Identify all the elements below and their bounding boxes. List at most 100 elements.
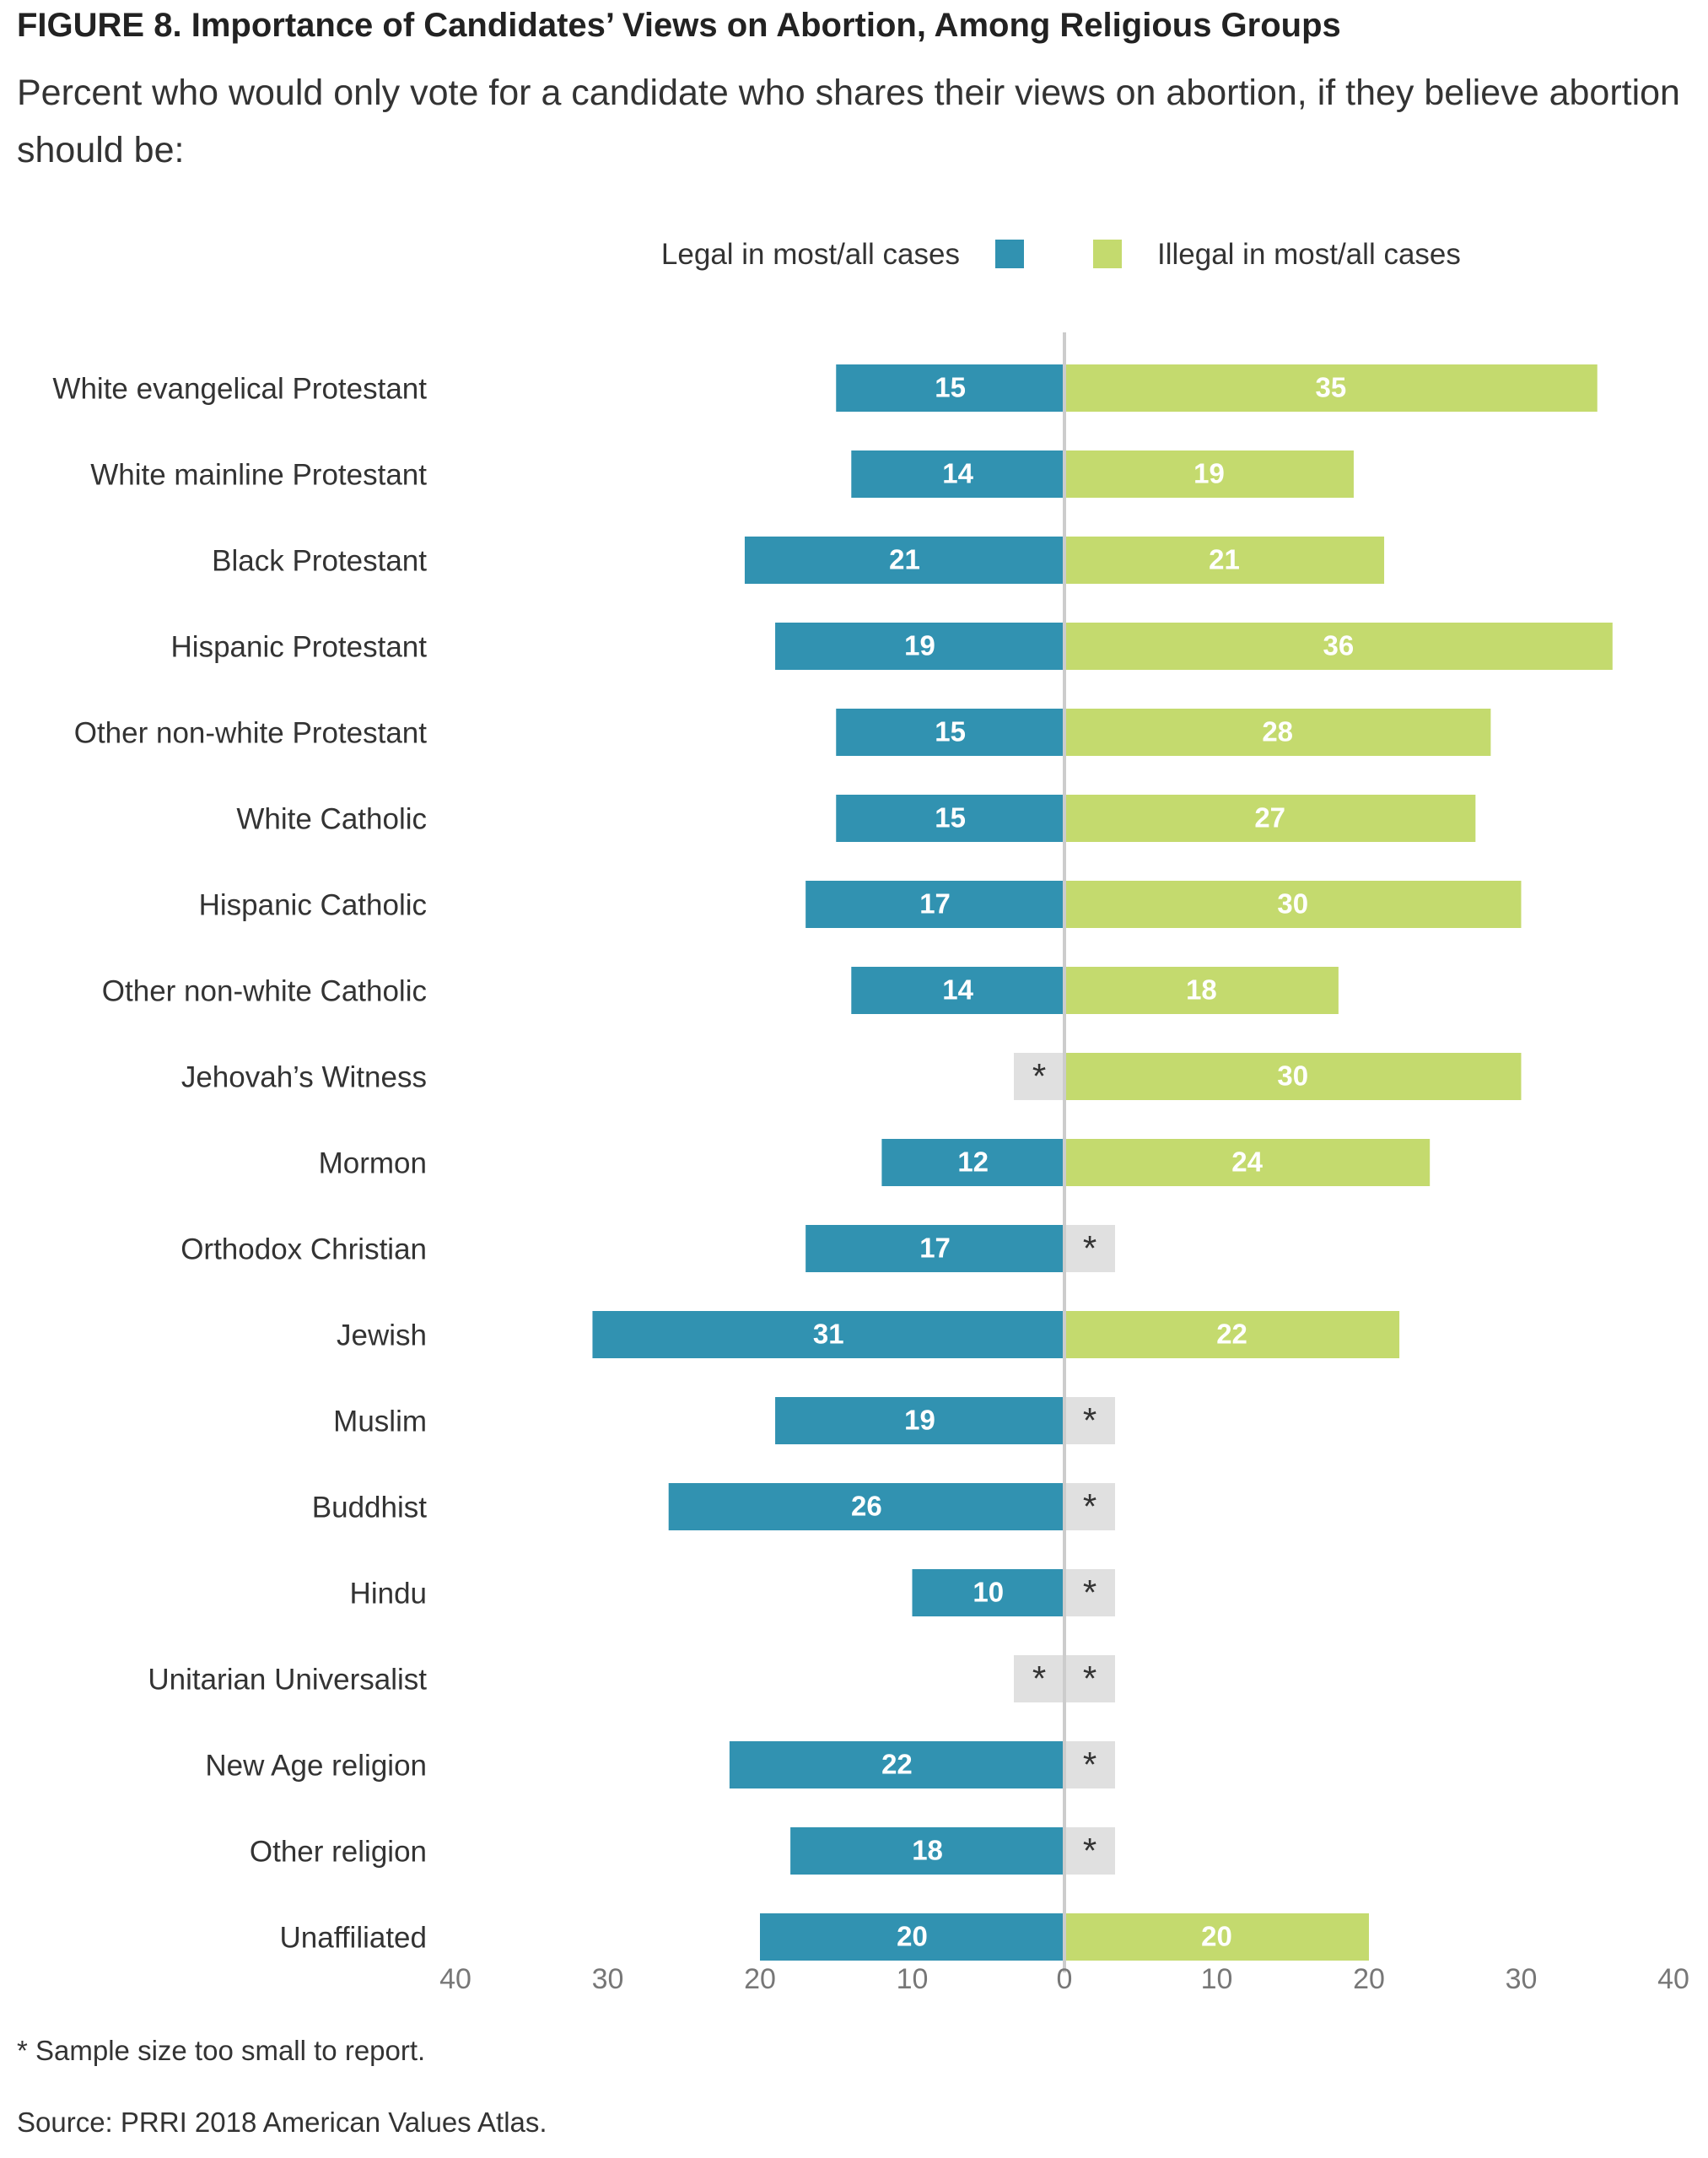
suppressed-marker-illegal bbox=[1064, 1225, 1115, 1272]
bar-legal bbox=[851, 450, 1064, 498]
bar-illegal bbox=[1064, 364, 1598, 412]
x-tick-label: 40 bbox=[439, 1963, 471, 1995]
bar-illegal bbox=[1064, 709, 1491, 756]
suppressed-marker-illegal bbox=[1064, 1569, 1115, 1616]
data-label-legal: 14 bbox=[942, 974, 973, 1006]
category-label: Buddhist bbox=[312, 1491, 427, 1524]
suppressed-marker-illegal bbox=[1064, 1483, 1115, 1530]
bar-legal bbox=[668, 1483, 1064, 1530]
suppressed-label: * bbox=[1032, 1056, 1046, 1096]
data-label-illegal: 35 bbox=[1316, 372, 1347, 403]
data-label-legal: 14 bbox=[942, 458, 973, 489]
x-tick-label: 20 bbox=[1353, 1963, 1385, 1995]
bar-illegal bbox=[1064, 450, 1354, 498]
bar-illegal bbox=[1064, 1053, 1522, 1100]
bar-legal bbox=[836, 364, 1064, 412]
data-label-legal: 17 bbox=[919, 1233, 951, 1264]
bar-illegal bbox=[1064, 1913, 1369, 1961]
suppressed-marker-illegal bbox=[1064, 1827, 1115, 1875]
x-tick-label: 30 bbox=[592, 1963, 624, 1995]
bar-legal bbox=[806, 881, 1064, 928]
category-label: Jewish bbox=[337, 1319, 427, 1351]
figure-title: FIGURE 8. Importance of Candidates’ View… bbox=[17, 7, 1341, 44]
bar-legal bbox=[744, 537, 1064, 584]
data-label-illegal: 22 bbox=[1216, 1319, 1247, 1350]
data-label-legal: 21 bbox=[889, 544, 920, 575]
category-label: Unaffiliated bbox=[280, 1921, 427, 1954]
suppressed-marker-illegal bbox=[1064, 1741, 1115, 1788]
bar-illegal bbox=[1064, 881, 1522, 928]
data-label-legal: 19 bbox=[904, 630, 935, 661]
category-label: Unitarian Universalist bbox=[148, 1663, 427, 1696]
suppressed-marker-legal bbox=[1014, 1655, 1064, 1702]
legend-swatch-legal bbox=[995, 240, 1024, 268]
category-label: Orthodox Christian bbox=[180, 1233, 427, 1265]
suppressed-label: * bbox=[1083, 1400, 1096, 1440]
suppressed-label: * bbox=[1083, 1228, 1096, 1268]
suppressed-label: * bbox=[1083, 1573, 1096, 1612]
bar-legal bbox=[592, 1311, 1064, 1358]
category-label: Hindu bbox=[350, 1577, 427, 1610]
legend-label-illegal: Illegal in most/all cases bbox=[1157, 238, 1461, 271]
data-label-legal: 18 bbox=[912, 1835, 943, 1866]
x-tick-label: 0 bbox=[1057, 1963, 1073, 1995]
category-label: Jehovah’s Witness bbox=[181, 1060, 427, 1093]
data-label-illegal: 21 bbox=[1209, 544, 1240, 575]
bar-legal bbox=[790, 1827, 1064, 1875]
bar-legal bbox=[836, 795, 1064, 842]
data-label-illegal: 20 bbox=[1201, 1921, 1232, 1952]
suppressed-label: * bbox=[1083, 1659, 1096, 1698]
category-label: White mainline Protestant bbox=[90, 458, 427, 491]
diverging-bar-chart: Legal in most/all cases Illegal in most/a… bbox=[52, 238, 1689, 1995]
x-tick-label: 40 bbox=[1657, 1963, 1689, 1995]
bar-illegal bbox=[1064, 537, 1385, 584]
x-tick-label: 20 bbox=[744, 1963, 776, 1995]
x-tick-label: 10 bbox=[1201, 1963, 1233, 1995]
bar-illegal bbox=[1064, 795, 1476, 842]
bar-legal bbox=[775, 1397, 1064, 1444]
suppressed-label: * bbox=[1032, 1659, 1046, 1698]
data-label-illegal: 19 bbox=[1193, 458, 1225, 489]
suppressed-label: * bbox=[1083, 1745, 1096, 1784]
suppressed-marker-legal bbox=[1014, 1053, 1064, 1100]
bar-legal bbox=[760, 1913, 1064, 1961]
category-label: Black Protestant bbox=[212, 544, 427, 577]
x-tick-label: 30 bbox=[1506, 1963, 1538, 1995]
bar-illegal bbox=[1064, 1311, 1400, 1358]
category-label: Hispanic Catholic bbox=[199, 888, 427, 921]
data-label-illegal: 24 bbox=[1231, 1146, 1263, 1178]
figure-subtitle: Percent who would only vote for a candid… bbox=[17, 73, 1680, 170]
data-label-legal: 22 bbox=[881, 1749, 913, 1780]
data-label-legal: 20 bbox=[897, 1921, 928, 1952]
category-label: Mormon bbox=[319, 1146, 427, 1179]
category-label: Other non-white Catholic bbox=[102, 974, 427, 1007]
data-label-legal: 26 bbox=[851, 1491, 882, 1522]
category-label: Hispanic Protestant bbox=[171, 630, 428, 663]
data-label-illegal: 27 bbox=[1254, 802, 1285, 834]
bar-legal bbox=[806, 1225, 1064, 1272]
suppressed-marker-illegal bbox=[1064, 1397, 1115, 1444]
suppressed-label: * bbox=[1083, 1486, 1096, 1526]
data-label-illegal: 18 bbox=[1186, 974, 1217, 1006]
bar-legal bbox=[851, 967, 1064, 1014]
x-tick-label: 10 bbox=[897, 1963, 929, 1995]
category-label: White evangelical Protestant bbox=[52, 372, 427, 405]
footnote: * Sample size too small to report. bbox=[17, 2035, 426, 2066]
data-label-illegal: 36 bbox=[1323, 630, 1355, 661]
data-label-illegal: 28 bbox=[1262, 716, 1293, 747]
category-label: New Age religion bbox=[205, 1749, 427, 1782]
bar-legal bbox=[729, 1741, 1064, 1788]
bar-legal bbox=[881, 1139, 1064, 1186]
bar-illegal bbox=[1064, 1139, 1431, 1186]
suppressed-label: * bbox=[1083, 1831, 1096, 1870]
category-label: White Catholic bbox=[236, 802, 427, 835]
data-label-legal: 12 bbox=[957, 1146, 989, 1178]
bar-legal bbox=[912, 1569, 1064, 1616]
legend-swatch-illegal bbox=[1093, 240, 1122, 268]
legend-label-legal: Legal in most/all cases bbox=[661, 238, 960, 271]
data-label-legal: 10 bbox=[973, 1577, 1004, 1608]
data-label-illegal: 30 bbox=[1277, 1060, 1308, 1092]
bar-legal bbox=[775, 623, 1064, 670]
bar-illegal bbox=[1064, 967, 1339, 1014]
data-label-legal: 15 bbox=[935, 372, 966, 403]
